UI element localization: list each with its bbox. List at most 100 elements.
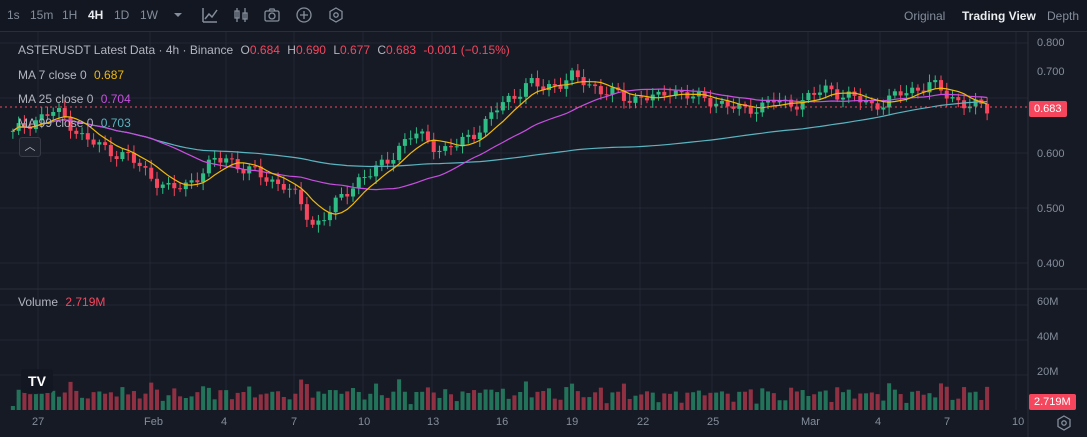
candle — [840, 89, 846, 108]
candle-body — [552, 84, 557, 86]
volume-bar — [477, 392, 482, 410]
candle-type-icon[interactable] — [231, 5, 251, 25]
candle-body — [892, 91, 897, 96]
candle-body — [627, 100, 632, 103]
interval-1h[interactable]: 1H — [62, 8, 78, 22]
volume-bar — [794, 391, 799, 410]
volume-bar — [391, 391, 396, 410]
candle — [189, 173, 194, 189]
candle — [183, 179, 188, 197]
collapse-legend-button[interactable]: ︿ — [19, 137, 41, 157]
candle-body — [500, 102, 505, 111]
candle-body — [950, 97, 955, 99]
view-original[interactable]: Original — [904, 9, 946, 23]
candle — [817, 84, 822, 101]
candle — [570, 67, 575, 86]
candle-body — [74, 130, 79, 134]
volume-bar — [731, 401, 736, 410]
volume-bar — [126, 394, 131, 410]
candle — [696, 87, 701, 105]
time-tick: 10 — [1012, 416, 1025, 428]
volume-bar — [108, 392, 113, 410]
interval-4h[interactable]: 4H — [88, 8, 104, 22]
candle-body — [846, 91, 851, 98]
ma25-label: MA 25 close 0 — [18, 92, 94, 106]
ma99-legend: MA 99 close 0 0.703 — [18, 116, 135, 130]
camera-icon[interactable] — [262, 5, 282, 25]
candle — [402, 133, 407, 154]
candle-body — [604, 94, 609, 96]
candle — [616, 82, 621, 93]
candle — [126, 144, 131, 161]
volume-bar — [829, 401, 834, 410]
candle-body — [766, 99, 771, 103]
interval-1w[interactable]: 1W — [140, 8, 158, 22]
candle — [823, 79, 828, 99]
volume-bar — [927, 393, 932, 410]
volume-bar — [967, 392, 972, 410]
volume-bar — [68, 381, 73, 410]
candle-body — [178, 188, 183, 190]
interval-15m[interactable]: 15m — [30, 8, 54, 22]
candle-body — [229, 158, 234, 160]
volume-bar — [518, 391, 523, 410]
candle — [281, 176, 286, 194]
volume-bar — [206, 387, 211, 410]
volume-bar — [691, 392, 696, 410]
candle-body — [794, 106, 799, 110]
candle — [22, 115, 27, 134]
candle-body — [264, 177, 269, 182]
interval-1s[interactable]: 1s — [7, 8, 20, 22]
candle — [472, 127, 477, 144]
indicators-icon[interactable] — [200, 5, 220, 25]
volume-bar — [299, 379, 304, 410]
interval-dropdown-icon[interactable] — [168, 5, 188, 25]
volume-bar — [673, 391, 678, 410]
candle-body — [425, 131, 430, 141]
volume-bar — [852, 398, 857, 410]
current-volume-tag: 2.719M — [1029, 394, 1076, 410]
volume-bar — [506, 398, 511, 410]
volume-bar — [564, 387, 569, 410]
volume-bar — [956, 398, 961, 410]
volume-bar — [696, 390, 701, 410]
candle — [858, 88, 863, 111]
volume-bar — [310, 397, 315, 410]
ma7-label: MA 7 close 0 — [18, 68, 87, 82]
interval-1d[interactable]: 1D — [114, 8, 130, 22]
volume-bar — [616, 391, 621, 410]
open-value: 0.684 — [249, 43, 280, 57]
settings-hex-icon[interactable] — [326, 5, 346, 25]
volume-bar — [800, 390, 805, 410]
ma25-legend: MA 25 close 0 0.704 — [18, 92, 135, 106]
view-trading-view[interactable]: Trading View — [962, 9, 1036, 23]
time-tick: Mar — [801, 416, 820, 428]
volume-bar — [714, 392, 719, 410]
candle — [748, 99, 753, 118]
candle-body — [558, 85, 563, 89]
volume-value: 2.719M — [65, 295, 106, 309]
chart-settings-icon[interactable] — [1054, 413, 1074, 433]
volume-bar — [45, 392, 50, 410]
volume-bar — [448, 394, 454, 410]
view-depth[interactable]: Depth — [1047, 9, 1080, 23]
candle — [518, 88, 523, 106]
ma7-line — [12, 80, 988, 215]
candle-body — [506, 95, 511, 103]
tradingview-logo[interactable]: TV — [21, 369, 53, 393]
candle — [477, 125, 482, 147]
add-icon[interactable] — [294, 5, 314, 25]
candle — [921, 83, 926, 96]
candle-body — [241, 169, 246, 174]
candle — [80, 127, 85, 141]
candle — [287, 183, 292, 198]
candle — [938, 75, 944, 96]
candle-body — [408, 138, 413, 140]
candle-body — [910, 87, 915, 94]
volume-bar — [201, 386, 206, 410]
candle — [304, 196, 309, 228]
volume-bar — [154, 389, 160, 410]
candle — [206, 155, 211, 177]
price-chart[interactable] — [0, 32, 1087, 437]
candle-body — [587, 84, 592, 86]
